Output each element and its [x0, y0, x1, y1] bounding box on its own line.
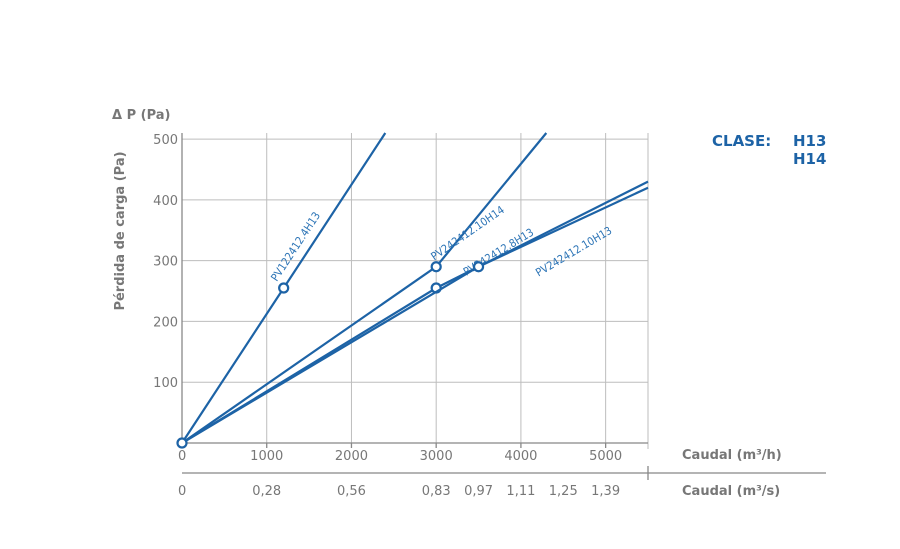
grid	[181, 133, 649, 449]
y-tick-label: 200	[153, 315, 178, 330]
legend-item-h13: H13	[793, 132, 826, 150]
y-tick-label: 300	[153, 255, 178, 270]
y-axis-symbol: Δ P (Pa)	[112, 108, 170, 123]
x-tick-label-secondary: 0,56	[337, 484, 366, 499]
legend-title: CLASE:	[712, 132, 771, 150]
x-tick-label-primary: 1000	[250, 449, 283, 464]
x-tick-label-secondary: 0	[178, 484, 186, 499]
x-tick-label-secondary: 0,97	[464, 484, 493, 499]
x-tick-label-secondary: 1,11	[506, 484, 535, 499]
x-axis-title-secondary: Caudal (m³/s)	[682, 484, 780, 499]
series-line	[181, 132, 548, 444]
x-tick-label-primary: 5000	[589, 449, 622, 464]
y-axis-title: Pérdida de carga (Pa)	[113, 151, 128, 310]
x-tick-label-secondary: 1,39	[591, 484, 620, 499]
x-axis-title-primary: Caudal (m³/h)	[682, 448, 782, 463]
x-tick-label-secondary: 1,25	[549, 484, 578, 499]
y-tick-label: 400	[153, 194, 178, 209]
axes	[182, 442, 826, 480]
legend-item-h14: H14	[793, 150, 826, 168]
x-tick-label-primary: 0	[178, 449, 186, 464]
series-marker	[430, 261, 442, 273]
x-tick-label-primary: 2000	[335, 449, 368, 464]
y-tick-label: 500	[153, 133, 178, 148]
y-tick-label: 100	[153, 376, 178, 391]
x-tick-label-secondary: 0,83	[422, 484, 451, 499]
series-marker	[278, 282, 290, 294]
origin-marker	[176, 437, 188, 449]
series-marker	[472, 261, 485, 273]
series-line	[181, 186, 649, 444]
series: PV122412.4H13 PV242412.10H14PV242412.8H13…	[176, 132, 649, 449]
x-tick-label-primary: 4000	[504, 449, 537, 464]
series-label: PV122412.4H13	[268, 210, 323, 284]
x-tick-label-primary: 3000	[420, 449, 453, 464]
x-tick-label-secondary: 0,28	[252, 484, 281, 499]
